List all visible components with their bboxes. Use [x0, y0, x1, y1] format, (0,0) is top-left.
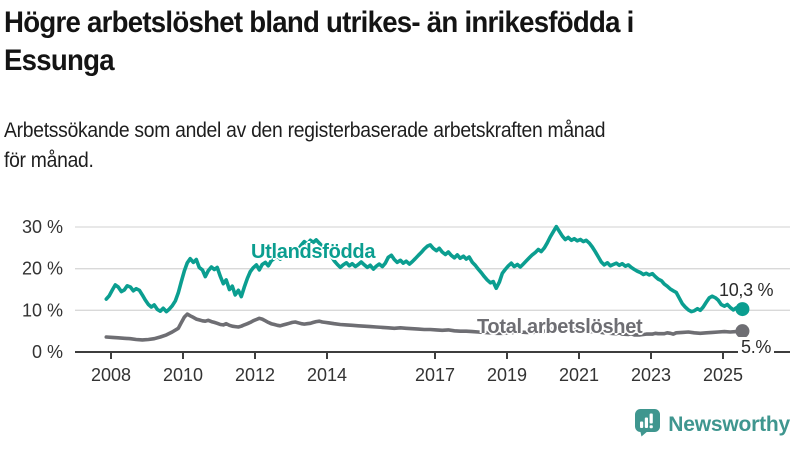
title-line-2: Essunga	[4, 44, 115, 77]
end-value-label-utlandsfodda: 10,3 %	[719, 280, 774, 300]
newsworthy-logo-text: Newsworthy	[668, 413, 790, 436]
x-tick-label-2010: 2010	[163, 365, 203, 385]
subtitle-line-1: Arbetssökande som andel av den registerb…	[4, 119, 606, 142]
x-tick-label-2025: 2025	[703, 365, 743, 385]
y-tick-label-20: 20 %	[22, 259, 63, 279]
x-tick-label-2023: 2023	[631, 365, 671, 385]
series-line-utlandsfodda	[104, 224, 745, 314]
x-tick-label-2019: 2019	[487, 365, 527, 385]
x-tick-label-2014: 2014	[307, 365, 347, 385]
newsworthy-bubble-chart-icon	[634, 408, 661, 442]
subtitle-line-2: för månad.	[4, 149, 94, 172]
x-tick-label-2012: 2012	[235, 365, 275, 385]
series-label-utlandsfodda: Utlandsfödda	[251, 241, 376, 263]
x-tick-label-2008: 2008	[91, 365, 131, 385]
end-value-label-total: 5.%	[738, 337, 775, 358]
series-label-total-arbetsloshet: Total arbetslöshet	[477, 316, 643, 338]
y-tick-label-10: 10 %	[22, 300, 63, 320]
series-end-dot-utlandsfodda	[735, 302, 750, 317]
page-subtitle: Arbetssökande som andel av den registerb…	[4, 116, 795, 176]
line-chart-canvas: 0 % 10 % 20 % 30 % 2008 2010 2012 2014 2017 2019 2…	[22, 217, 790, 385]
series-line-total	[104, 312, 745, 342]
line-chart: 0 % 10 % 20 % 30 % 2008 2010 2012 2014 2017 2019 2…	[0, 196, 800, 411]
y-tick-label-30: 30 %	[22, 217, 63, 237]
title-line-1: Högre arbetslöshet bland utrikes- än inr…	[4, 6, 634, 39]
page-title: Högre arbetslöshet bland utrikes- än inr…	[4, 4, 795, 80]
newsworthy-logo[interactable]: Newsworthy	[634, 408, 790, 442]
series-end-dot-total	[735, 324, 750, 339]
x-tick-label-2017: 2017	[415, 365, 455, 385]
y-tick-label-0: 0 %	[32, 342, 63, 362]
x-tick-label-2021: 2021	[559, 365, 599, 385]
